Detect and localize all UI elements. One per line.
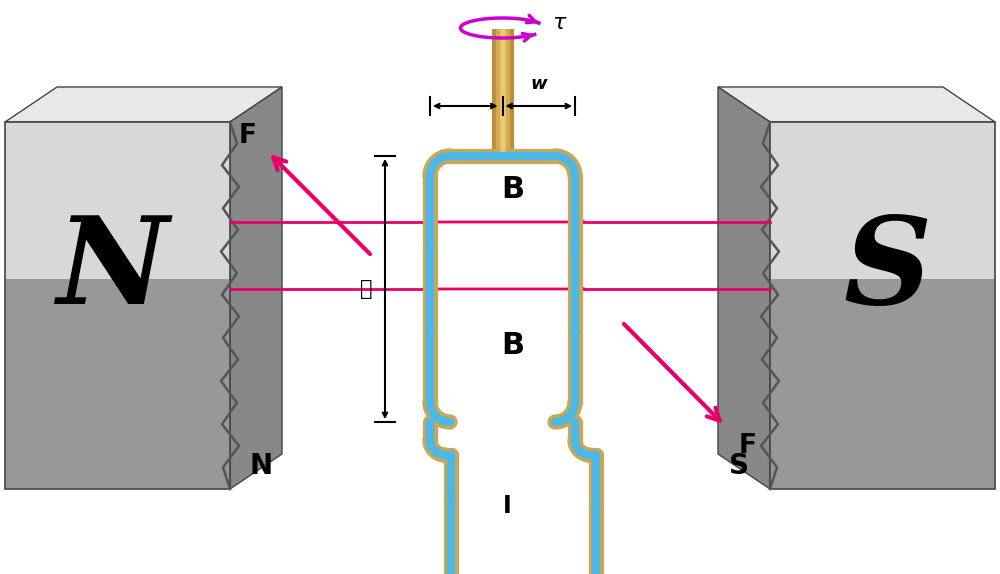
Text: S: S <box>729 452 749 480</box>
Polygon shape <box>230 87 282 489</box>
Text: B: B <box>501 174 524 204</box>
Polygon shape <box>5 87 282 122</box>
Text: N: N <box>249 452 273 480</box>
Text: ℓ: ℓ <box>360 280 372 298</box>
Text: F: F <box>739 433 757 459</box>
Text: τ: τ <box>553 13 566 33</box>
Polygon shape <box>5 278 230 489</box>
Polygon shape <box>718 87 995 122</box>
Polygon shape <box>5 122 230 278</box>
Polygon shape <box>718 87 770 489</box>
Polygon shape <box>770 278 995 489</box>
Text: I: I <box>503 494 512 518</box>
Text: B: B <box>501 331 524 360</box>
Text: F: F <box>239 123 257 149</box>
Text: S: S <box>843 211 932 329</box>
Text: N: N <box>57 211 168 329</box>
Text: w: w <box>530 75 547 93</box>
Polygon shape <box>770 122 995 278</box>
